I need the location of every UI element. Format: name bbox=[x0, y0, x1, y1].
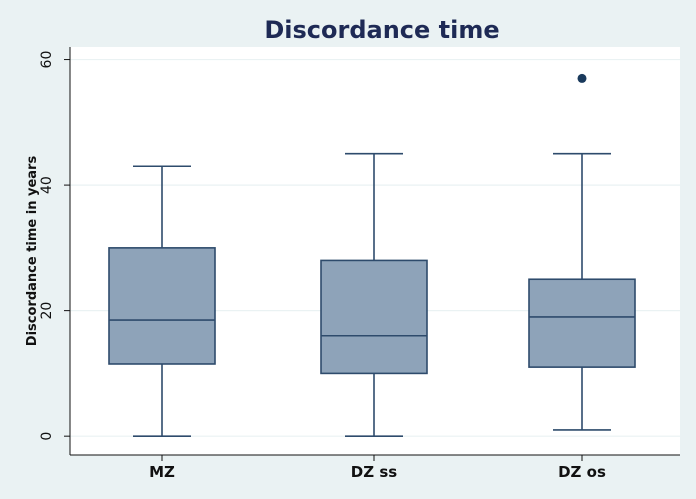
outlier-2-0 bbox=[577, 73, 587, 83]
x-tick-label-0: MZ bbox=[149, 463, 175, 481]
box-group-2 bbox=[528, 73, 636, 431]
y-axis-title: Discordance time in years bbox=[25, 156, 40, 347]
y-tick-label-40: 40 bbox=[39, 176, 55, 194]
y-tick-label-0: 0 bbox=[39, 432, 55, 441]
box-1 bbox=[320, 259, 428, 375]
box-group-1 bbox=[320, 152, 428, 437]
box-0 bbox=[108, 247, 216, 365]
y-tick-label-60: 60 bbox=[39, 51, 55, 69]
box-2 bbox=[528, 278, 636, 368]
y-tick-label-20: 20 bbox=[39, 302, 55, 320]
box-group-0 bbox=[108, 165, 216, 437]
x-tick-label-2: DZ os bbox=[558, 463, 606, 481]
x-axis-ticks: MZ DZ ss DZ os bbox=[149, 455, 606, 481]
y-axis-ticks: 0 20 40 60 bbox=[39, 51, 70, 441]
boxes-layer bbox=[108, 73, 636, 437]
x-tick-label-1: DZ ss bbox=[351, 463, 397, 481]
chart-title: Discordance time bbox=[264, 16, 499, 44]
